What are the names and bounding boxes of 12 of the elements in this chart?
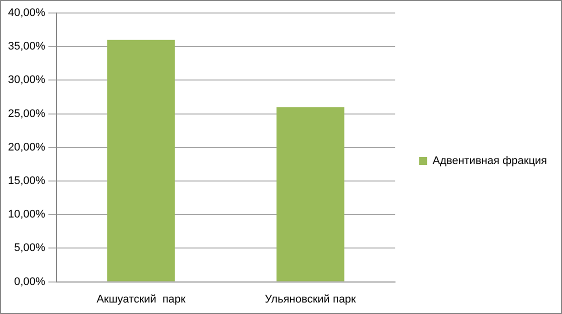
legend-label: Адвентивная фракция: [432, 155, 548, 168]
x-tick-label: Ульяновский парк: [264, 293, 356, 306]
y-tick-label: 5,00%: [14, 242, 46, 254]
y-tick-label: 0,00%: [14, 276, 46, 288]
y-tick-label: 15,00%: [8, 175, 46, 188]
y-tick-label: 30,00%: [8, 74, 46, 86]
y-tick-label: 20,00%: [8, 141, 46, 154]
y-tick-label: 40,00%: [8, 7, 46, 20]
x-tick-label: Акшуатский парк: [96, 293, 186, 306]
y-tick-label: 25,00%: [8, 108, 46, 120]
y-tick-label: 35,00%: [8, 40, 46, 53]
y-tick-label: 10,00%: [8, 208, 46, 221]
